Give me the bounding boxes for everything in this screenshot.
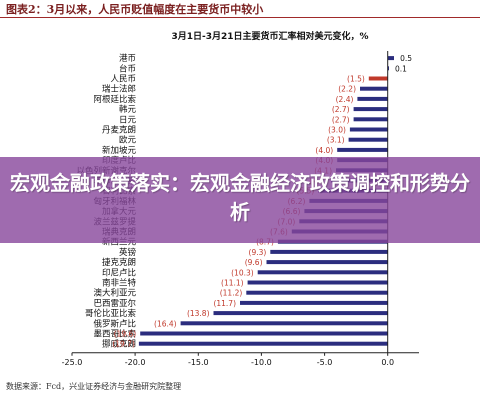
data-label: (11.1) xyxy=(221,279,244,288)
data-label: (3.0) xyxy=(328,126,346,135)
bar xyxy=(257,270,388,275)
chart-title: 3月1日-3月21日主要货币汇率相对美元变化，% xyxy=(171,32,369,42)
category-label: 墨西哥比索 xyxy=(93,329,136,340)
bar xyxy=(270,249,388,254)
category-label: 英镑 xyxy=(119,247,137,258)
x-tick-label: -5.0 xyxy=(317,358,333,367)
category-label: 新加坡元 xyxy=(102,145,137,156)
data-label: (11.7) xyxy=(213,299,236,308)
bar xyxy=(246,290,388,295)
category-label: 澳大利亚元 xyxy=(93,288,136,299)
data-label: (11.2) xyxy=(220,289,243,298)
data-label: (2.7) xyxy=(332,105,350,114)
data-label: (2.4) xyxy=(336,95,354,104)
category-label: 印尼卢比 xyxy=(102,267,136,278)
data-label: (9.6) xyxy=(245,258,263,267)
data-label: (9.3) xyxy=(249,248,267,257)
data-label: 0.1 xyxy=(395,64,407,73)
figure-header: 图表2：3月以来，人民币贬值幅度在主要货币中较小 xyxy=(0,0,480,18)
category-label: 台币 xyxy=(119,63,136,74)
category-label: 巴西雷亚尔 xyxy=(93,298,136,309)
data-label: (4.0) xyxy=(315,146,333,155)
bar xyxy=(353,107,388,112)
category-label: 欧元 xyxy=(119,135,137,146)
x-tick-label: 0.0 xyxy=(381,358,394,367)
bar xyxy=(368,76,388,81)
category-label: 港币 xyxy=(119,53,136,64)
x-tick-label: -25.0 xyxy=(62,358,83,367)
headline-text: 宏观金融政策落实：宏观金融经济政策调控和形势分析 xyxy=(10,171,470,224)
category-label: 挪威克朗 xyxy=(102,339,136,350)
category-label: 俄罗斯卢比 xyxy=(93,318,136,329)
bar xyxy=(353,117,388,122)
bar xyxy=(247,280,388,285)
data-label: (19.6) xyxy=(114,330,137,339)
bar xyxy=(337,147,388,152)
bar xyxy=(360,86,388,91)
category-label: 韩元 xyxy=(119,104,137,115)
headline-banner: 宏观金融政策落实：宏观金融经济政策调控和形势分析 xyxy=(0,157,480,243)
category-label: 南非兰特 xyxy=(102,278,137,289)
category-label: 日元 xyxy=(119,115,137,125)
category-label: 丹麦克朗 xyxy=(102,125,136,136)
category-label: 阿根廷比索 xyxy=(93,94,136,105)
category-label: 瑞士法郎 xyxy=(102,84,136,95)
bar xyxy=(357,96,388,101)
bar xyxy=(213,311,388,316)
data-label: (1.5) xyxy=(347,75,365,84)
data-label: (3.1) xyxy=(327,136,345,145)
bar xyxy=(266,260,388,265)
x-tick-label: -10.0 xyxy=(251,358,272,367)
category-label: 捷克克朗 xyxy=(102,257,136,268)
bar xyxy=(180,321,388,326)
category-label: 人民币 xyxy=(110,75,136,85)
data-label: (2.2) xyxy=(338,85,356,94)
bar xyxy=(140,331,388,336)
bar xyxy=(387,56,394,61)
data-label: (19.7) xyxy=(112,340,135,349)
x-tick-label: -20.0 xyxy=(125,358,146,367)
bar xyxy=(240,300,388,305)
bar xyxy=(349,127,388,132)
data-label: (13.8) xyxy=(187,309,210,318)
data-label: (10.3) xyxy=(231,268,254,277)
figure-title: 图表2：3月以来，人民币贬值幅度在主要货币中较小 xyxy=(6,3,264,16)
data-label: (2.7) xyxy=(332,115,350,124)
bar xyxy=(348,137,388,142)
data-label: 0.5 xyxy=(400,54,412,63)
bar xyxy=(387,66,389,71)
data-source-note: 数据来源：Fcd，兴业证券经济与金融研究院整理 xyxy=(6,382,182,391)
category-label: 哥伦比亚比索 xyxy=(85,308,136,319)
data-label: (16.4) xyxy=(154,319,177,328)
x-tick-label: -15.0 xyxy=(188,358,209,367)
bar xyxy=(138,341,388,346)
